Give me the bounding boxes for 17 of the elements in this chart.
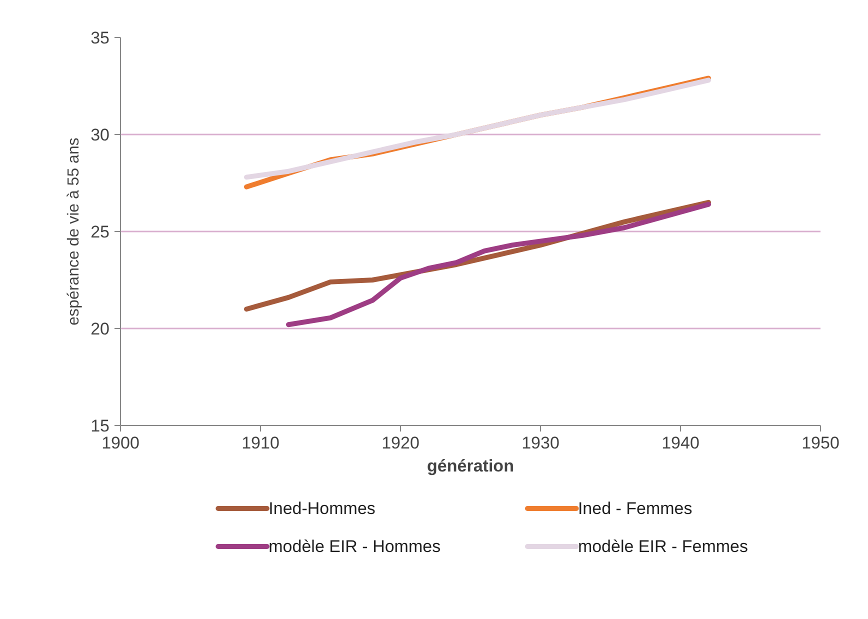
y-tick-label: 35 <box>90 28 110 48</box>
x-tick-label: 1920 <box>382 434 420 452</box>
x-tick-label: 1930 <box>522 434 560 452</box>
legend-label: Ined - Femmes <box>578 499 692 518</box>
legend-label: modèle EIR - Femmes <box>578 537 748 556</box>
x-axis-title: génération <box>427 456 514 476</box>
y-tick-label: 25 <box>90 222 110 242</box>
y-axis-title: espérance de vie à 55 ans <box>66 138 83 326</box>
x-tick-label: 1950 <box>802 434 840 452</box>
x-tick-label: 1910 <box>242 434 280 452</box>
x-tick-label: 1900 <box>102 434 140 452</box>
y-tick-label: 30 <box>90 126 110 144</box>
legend-label: modèle EIR - Hommes <box>268 537 441 556</box>
y-tick-label: 15 <box>90 416 110 436</box>
y-tick-label: 20 <box>90 320 110 338</box>
x-tick-label: 1940 <box>662 434 700 452</box>
legend-label: Ined-Hommes <box>268 499 376 518</box>
